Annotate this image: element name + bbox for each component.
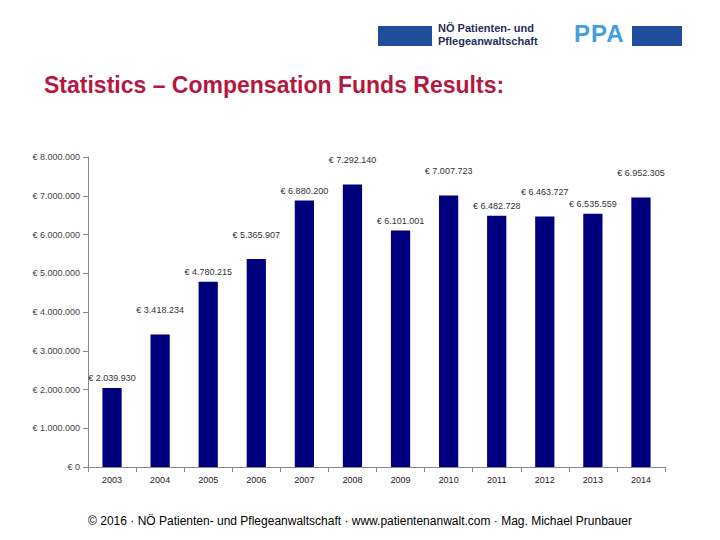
svg-text:2005: 2005 — [198, 475, 218, 485]
svg-text:€ 4.000.000: € 4.000.000 — [32, 307, 80, 317]
svg-text:2013: 2013 — [583, 475, 603, 485]
svg-text:2007: 2007 — [294, 475, 314, 485]
svg-text:€ 1.000.000: € 1.000.000 — [32, 423, 80, 433]
svg-text:€ 6.000.000: € 6.000.000 — [32, 230, 80, 240]
svg-text:2012: 2012 — [535, 475, 555, 485]
svg-text:2004: 2004 — [150, 475, 170, 485]
svg-text:€ 6.880.200: € 6.880.200 — [281, 186, 329, 196]
html-text:NÖ Patienten- und: NÖ Patienten- und — [438, 22, 534, 34]
svg-text:€ 7.292.140: € 7.292.140 — [329, 155, 377, 165]
svg-text:€ 3.418.234: € 3.418.234 — [136, 305, 184, 315]
svg-text:€ 7.007.723: € 7.007.723 — [425, 166, 473, 176]
svg-text:2010: 2010 — [439, 475, 459, 485]
html-text:Statistics – Compensation Fund: Statistics – Compensation Funds Results: — [44, 72, 505, 98]
svg-text:€ 2.000.000: € 2.000.000 — [32, 385, 80, 395]
svg-text:2009: 2009 — [391, 475, 411, 485]
svg-text:€ 6.535.559: € 6.535.559 — [569, 199, 617, 209]
svg-text:€ 2.039.930: € 2.039.930 — [88, 373, 136, 383]
svg-text:2014: 2014 — [631, 475, 651, 485]
svg-text:€ 0: € 0 — [67, 462, 80, 472]
html-text:© 2016 · NÖ Patienten- und Pfl: © 2016 · NÖ Patienten- und Pflegeanwalts… — [88, 514, 632, 528]
svg-text:€ 5.365.907: € 5.365.907 — [233, 230, 281, 240]
svg-text:€ 3.000.000: € 3.000.000 — [32, 346, 80, 356]
svg-text:€ 5.000.000: € 5.000.000 — [32, 268, 80, 278]
svg-text:€ 4.780.215: € 4.780.215 — [184, 267, 232, 277]
svg-text:2006: 2006 — [246, 475, 266, 485]
svg-text:€ 6.482.728: € 6.482.728 — [473, 201, 521, 211]
svg-text:2008: 2008 — [342, 475, 362, 485]
svg-text:2011: 2011 — [487, 475, 506, 485]
svg-text:€ 6.101.001: € 6.101.001 — [377, 216, 425, 226]
svg-text:€ 6.952.305: € 6.952.305 — [617, 168, 665, 178]
svg-text:€ 6.463.727: € 6.463.727 — [521, 187, 569, 197]
html-text:Pflegeanwaltschaft: Pflegeanwaltschaft — [438, 35, 538, 47]
svg-text:€ 7.000.000: € 7.000.000 — [32, 191, 80, 201]
html-text:PPA: PPA — [574, 20, 625, 47]
svg-text:2003: 2003 — [102, 475, 122, 485]
svg-text:€ 8.000.000: € 8.000.000 — [32, 152, 80, 162]
